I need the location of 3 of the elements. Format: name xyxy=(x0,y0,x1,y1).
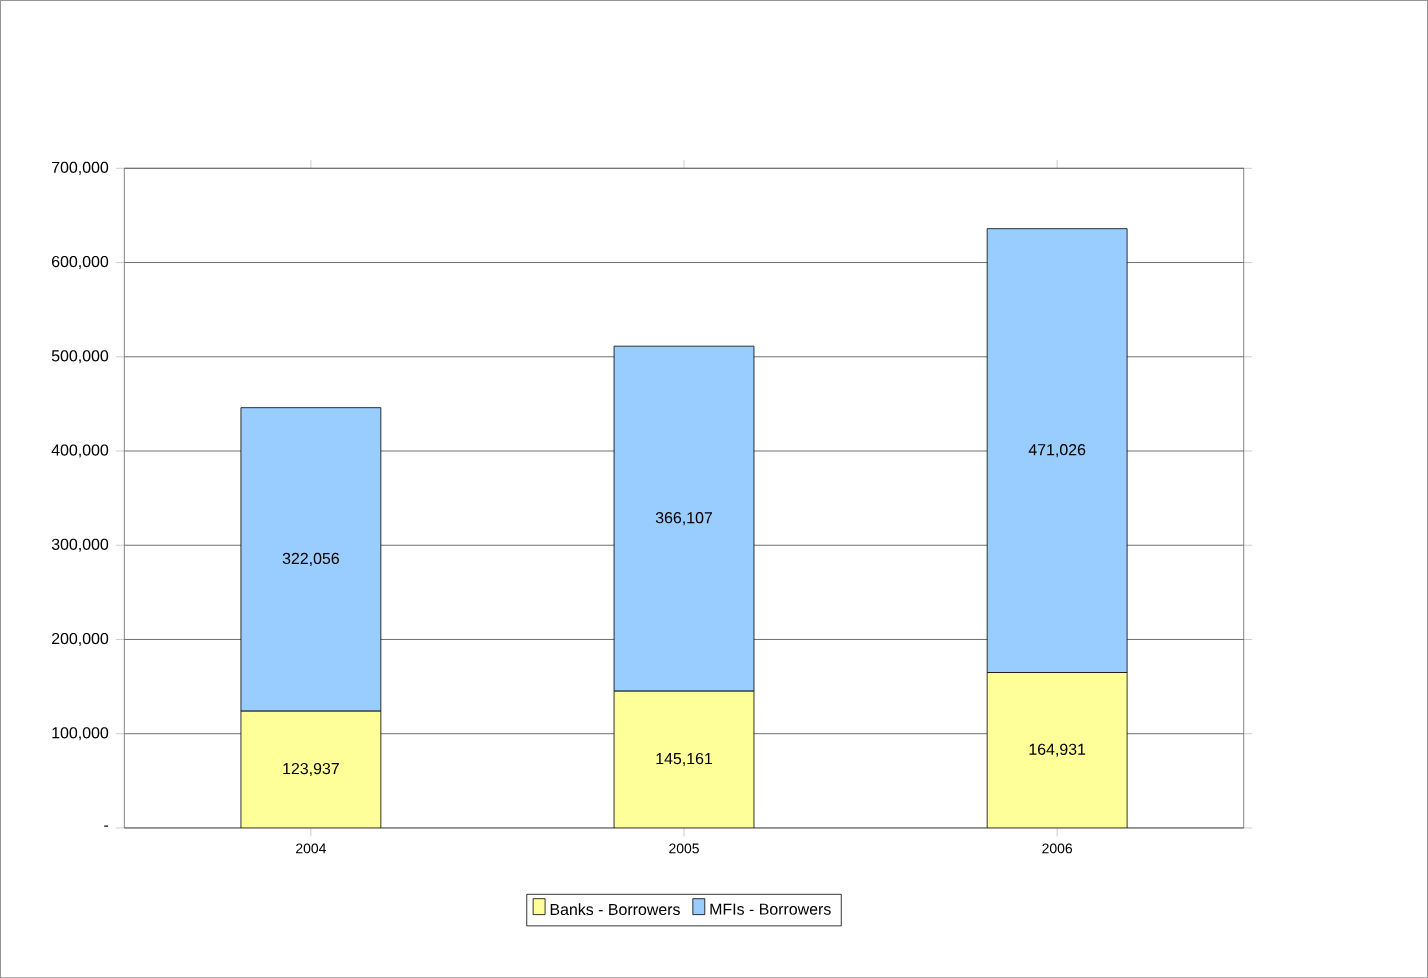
bar xyxy=(986,672,1128,828)
bar xyxy=(613,690,755,828)
bar xyxy=(240,710,382,828)
